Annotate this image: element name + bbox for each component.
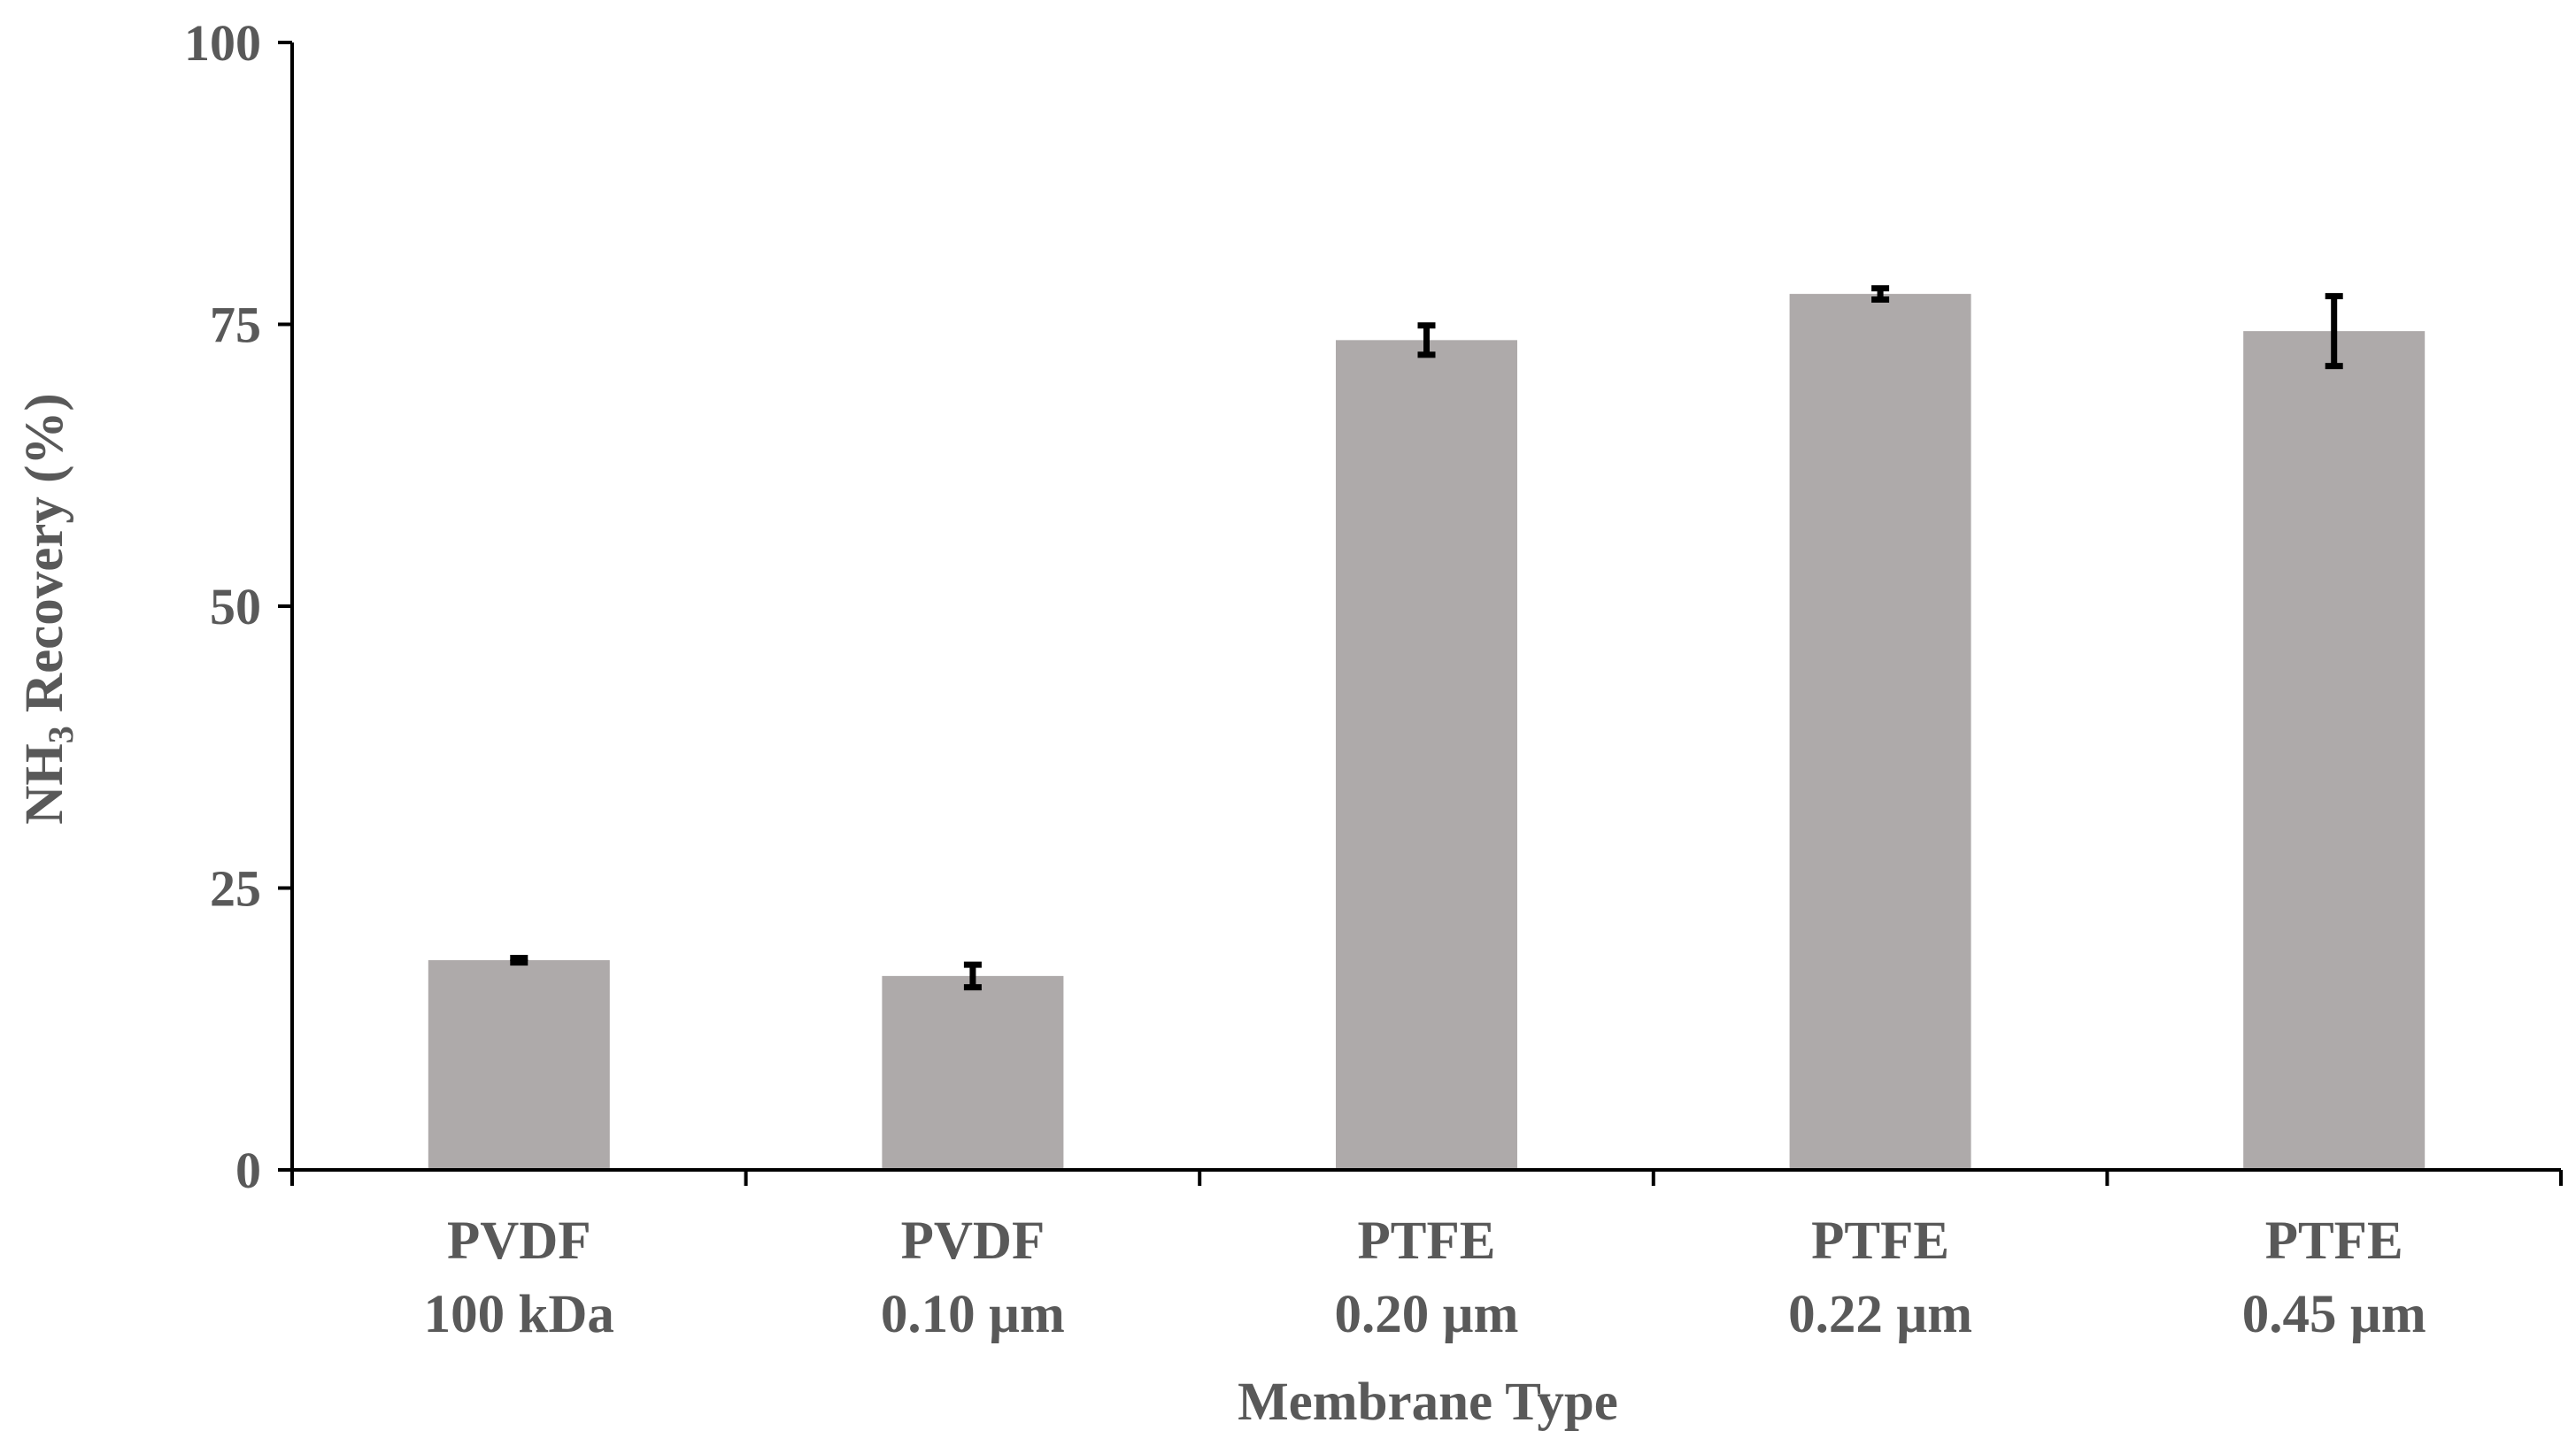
y-tick-label: 0 [235, 1142, 261, 1199]
y-tick-label: 75 [210, 296, 261, 354]
x-axis-title: Membrane Type [1238, 1373, 1618, 1432]
bar-4 [1789, 294, 1971, 1170]
y-axis-title: NH3 Recovery (%) [15, 393, 81, 824]
error-bar-3 [1417, 322, 1436, 358]
error-bars-layer [510, 285, 2343, 991]
error-bar-1 [510, 954, 528, 966]
y-tick-label: 100 [184, 14, 261, 72]
y-axis-title-subscript: 3 [41, 726, 81, 743]
x-tick-label-line2: 0.10 µm [881, 1285, 1065, 1344]
x-tick-label-line1: PTFE [1358, 1211, 1496, 1271]
error-bar-4 [1871, 285, 1890, 303]
bar-2 [882, 975, 1064, 1170]
error-bar-5 [2325, 293, 2343, 370]
y-ticks-layer: 0 25 50 75 100 [184, 14, 292, 1199]
y-tick-label: 50 [210, 578, 261, 635]
x-tick-label-line2: 100 kDa [424, 1285, 614, 1344]
x-tick-label-line1: PVDF [447, 1211, 591, 1271]
x-tick-label-line1: PTFE [1811, 1211, 1949, 1271]
x-tick-label-line1: PVDF [901, 1211, 1045, 1271]
x-tick-label-line1: PTFE [2265, 1211, 2403, 1271]
y-tick-label: 25 [210, 860, 261, 918]
x-tick-label-line2: 0.20 µm [1335, 1285, 1519, 1344]
x-ticks-layer: PVDF 100 kDa PVDF 0.10 µm PTFE 0.20 µm PTFE 0.2… [290, 1170, 2563, 1344]
error-bar-2 [963, 961, 982, 991]
bars-layer [428, 294, 2426, 1170]
bar-1 [428, 960, 610, 1170]
x-tick-label-line2: 0.22 µm [1788, 1285, 1972, 1344]
bar-5 [2243, 331, 2426, 1170]
y-axis-title-rest: Recovery (%) [15, 393, 74, 726]
bar-3 [1336, 340, 1517, 1170]
y-axis-title-main: NH [15, 743, 74, 825]
x-tick-label-line2: 0.45 µm [2242, 1285, 2426, 1344]
